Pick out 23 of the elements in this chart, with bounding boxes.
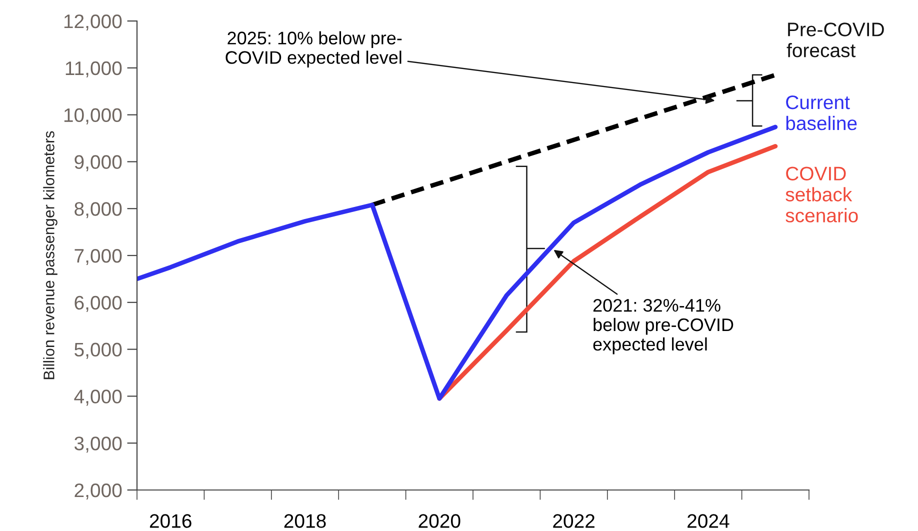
series-label: COVID setback scenario	[786, 166, 858, 222]
annotation: 2025: 10% below pre- COVID expected level	[226, 31, 402, 68]
y-tick-label: 9,000	[74, 155, 122, 172]
y-tick-label: 11,000	[66, 61, 122, 78]
y-tick-label: 10,000	[64, 108, 122, 124]
x-tick-label: 2024	[688, 514, 730, 528]
y-tick-label: 3,000	[74, 436, 122, 453]
y-tick-label: 2,000	[74, 483, 122, 500]
series-label: Current baseline	[786, 95, 857, 130]
x-tick-label: 2022	[553, 514, 594, 528]
series-label: Pre-COVID forecast	[786, 22, 884, 58]
x-tick-label: 2020	[418, 514, 460, 528]
y-tick-label: 6,000	[74, 296, 122, 312]
y-tick-label: 5,000	[74, 342, 122, 359]
x-tick-label: 2016	[150, 514, 192, 528]
line-series	[137, 124, 778, 401]
y-tick-label: 4,000	[74, 390, 122, 406]
y-axis-title: Billion revenue passenger kilometers	[43, 131, 58, 380]
annotation: 2021: 32%-41% below pre-COVID expected level	[593, 298, 734, 354]
y-tick-label: 7,000	[74, 248, 122, 266]
y-tick-label: 12,000	[64, 14, 122, 31]
x-tick-label: 2018	[284, 514, 326, 528]
y-tick-label: 8,000	[74, 202, 122, 218]
